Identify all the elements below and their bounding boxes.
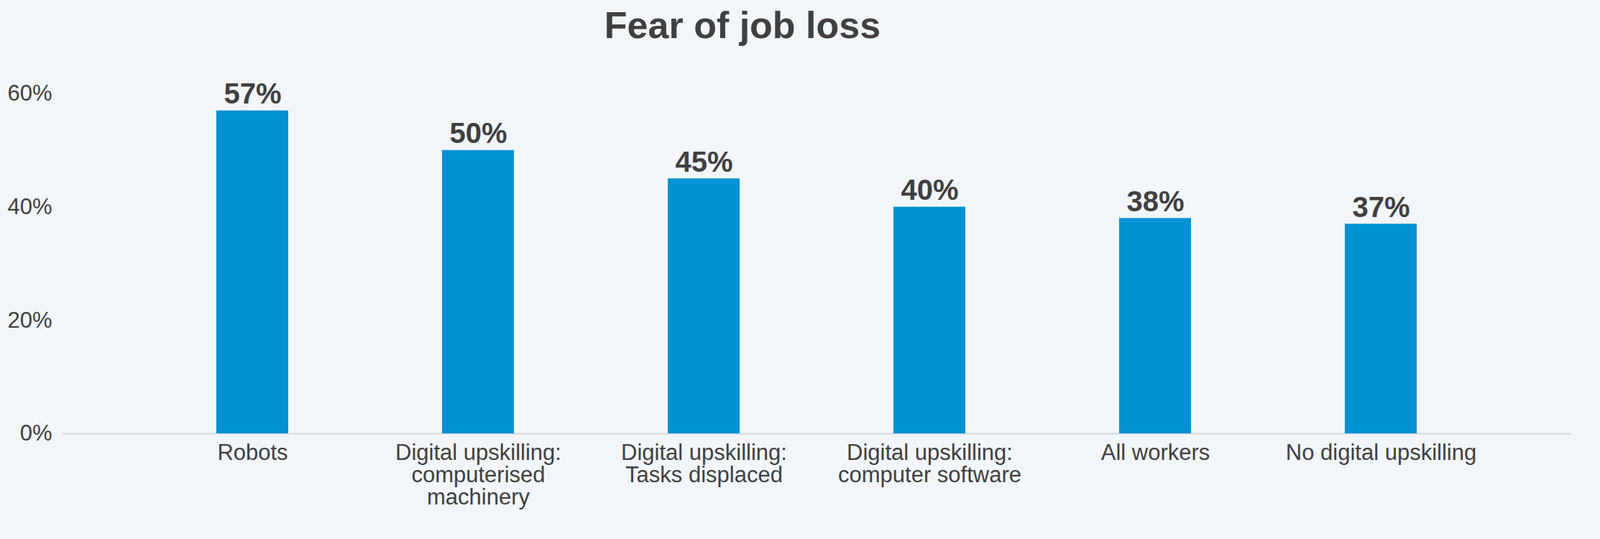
svg-text:40%: 40% bbox=[900, 173, 959, 206]
svg-text:Robots: Robots bbox=[217, 439, 288, 466]
svg-text:Digital upskilling:computer so: Digital upskilling:computer software bbox=[838, 439, 1022, 488]
svg-text:38%: 38% bbox=[1126, 185, 1184, 218]
svg-text:No digital upskilling: No digital upskilling bbox=[1285, 439, 1477, 466]
svg-text:45%: 45% bbox=[674, 145, 733, 178]
svg-text:Digital upskilling:Tasks displ: Digital upskilling:Tasks displaced bbox=[621, 439, 788, 488]
svg-text:50%: 50% bbox=[449, 117, 507, 149]
svg-text:57%: 57% bbox=[223, 77, 282, 110]
svg-text:Digital upskilling:computerise: Digital upskilling:computerisedmachinery bbox=[395, 439, 562, 510]
html-text:Fear of job loss: Fear of job loss bbox=[604, 4, 881, 47]
svg-text:37%: 37% bbox=[1352, 191, 1410, 223]
svg-text:60%: 60% bbox=[7, 80, 52, 106]
svg-text:40%: 40% bbox=[7, 194, 52, 220]
svg-text:All workers: All workers bbox=[1101, 439, 1211, 466]
svg-text:20%: 20% bbox=[7, 307, 52, 333]
svg-text:0%: 0% bbox=[20, 420, 53, 446]
